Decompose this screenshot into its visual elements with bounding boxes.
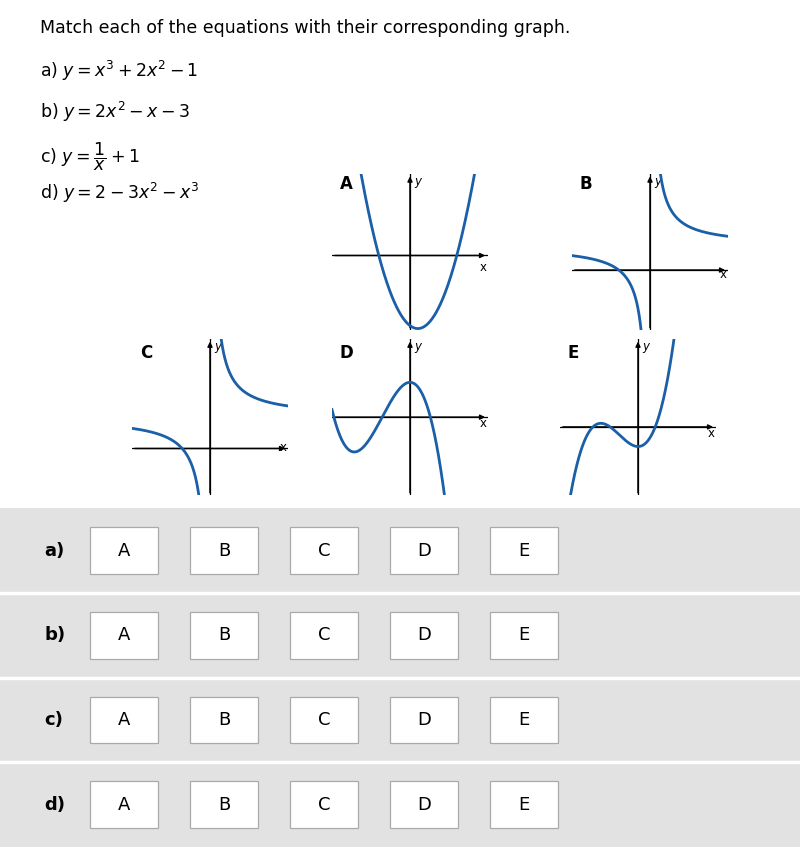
Text: A: A bbox=[118, 541, 130, 560]
Text: c): c) bbox=[44, 711, 63, 729]
Text: C: C bbox=[318, 626, 330, 645]
Text: x: x bbox=[480, 417, 487, 430]
Text: E: E bbox=[518, 541, 530, 560]
Text: y: y bbox=[414, 340, 422, 353]
Text: D: D bbox=[417, 711, 431, 729]
Text: b) $y = 2x^2 - x - 3$: b) $y = 2x^2 - x - 3$ bbox=[40, 100, 190, 124]
Text: D: D bbox=[417, 541, 431, 560]
Text: A: A bbox=[118, 626, 130, 645]
Text: a): a) bbox=[44, 541, 64, 560]
Text: D: D bbox=[340, 344, 354, 362]
Text: B: B bbox=[218, 711, 230, 729]
Text: a) $y = x^3 + 2x^2 - 1$: a) $y = x^3 + 2x^2 - 1$ bbox=[40, 59, 198, 83]
Text: d) $y = 2 - 3x^2 - x^3$: d) $y = 2 - 3x^2 - x^3$ bbox=[40, 181, 199, 205]
Text: A: A bbox=[340, 175, 353, 193]
Text: b): b) bbox=[44, 626, 65, 645]
Text: D: D bbox=[417, 795, 431, 814]
Text: x: x bbox=[708, 427, 715, 440]
Text: d): d) bbox=[44, 795, 65, 814]
Text: E: E bbox=[518, 711, 530, 729]
Text: C: C bbox=[318, 795, 330, 814]
Text: D: D bbox=[417, 626, 431, 645]
Text: B: B bbox=[218, 541, 230, 560]
Text: E: E bbox=[518, 626, 530, 645]
Text: C: C bbox=[318, 711, 330, 729]
Text: x: x bbox=[480, 262, 487, 274]
Text: C: C bbox=[140, 344, 152, 362]
Text: B: B bbox=[218, 626, 230, 645]
Text: x: x bbox=[280, 440, 287, 454]
Text: E: E bbox=[518, 795, 530, 814]
Text: y: y bbox=[214, 340, 222, 353]
Text: B: B bbox=[580, 175, 593, 193]
Text: A: A bbox=[118, 711, 130, 729]
Text: c) $y = \dfrac{1}{x} + 1$: c) $y = \dfrac{1}{x} + 1$ bbox=[40, 141, 139, 173]
Text: A: A bbox=[118, 795, 130, 814]
Text: y: y bbox=[414, 175, 422, 188]
Text: E: E bbox=[568, 344, 579, 362]
Text: B: B bbox=[218, 795, 230, 814]
Text: C: C bbox=[318, 541, 330, 560]
Text: y: y bbox=[654, 175, 662, 188]
Text: Match each of the equations with their corresponding graph.: Match each of the equations with their c… bbox=[40, 19, 570, 36]
Text: y: y bbox=[642, 340, 650, 353]
Text: x: x bbox=[720, 268, 727, 280]
